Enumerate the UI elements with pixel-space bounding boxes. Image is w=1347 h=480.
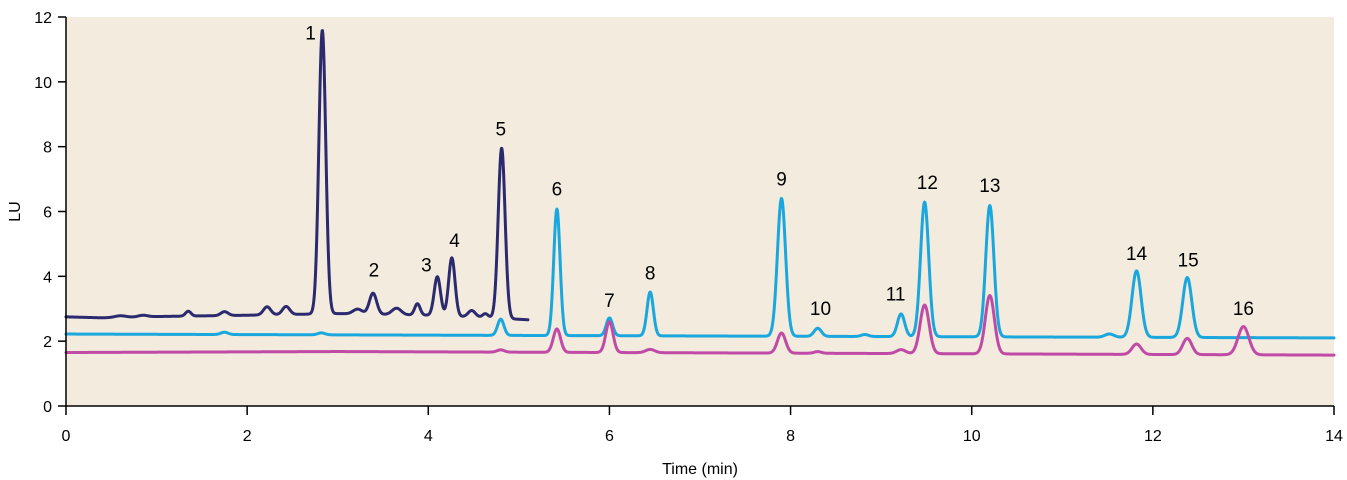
peak-label: 7 [604, 291, 615, 312]
trace-series-1 [64, 29, 530, 322]
peak-label: 10 [810, 299, 831, 320]
peak-label: 1 [305, 24, 316, 45]
trace-layer [64, 29, 1336, 357]
peak-label: 9 [776, 170, 787, 191]
y-tick-label: 2 [43, 334, 52, 351]
x-tick-label: 14 [1325, 428, 1343, 445]
trace-series-2 [64, 196, 1336, 340]
y-tick-label: 6 [43, 205, 52, 222]
peak-label: 15 [1178, 251, 1199, 272]
x-tick-label: 12 [1144, 428, 1162, 445]
y-tick-label: 12 [34, 10, 52, 27]
x-tick-label: 0 [62, 428, 71, 445]
peak-label: 3 [421, 255, 432, 276]
x-tick-label: 8 [786, 428, 795, 445]
y-axis-title: LU [7, 201, 24, 221]
x-tick-label: 6 [605, 428, 614, 445]
peak-label: 16 [1233, 299, 1254, 320]
y-tick-label: 0 [43, 399, 52, 416]
x-tick-label: 2 [243, 428, 252, 445]
trace-series-3 [64, 294, 1336, 357]
plot-area [66, 17, 1334, 406]
y-tick-label: 4 [43, 269, 52, 286]
peak-label: 12 [917, 173, 938, 194]
x-tick-label: 4 [424, 428, 433, 445]
peak-label: 4 [449, 231, 460, 252]
peak-label: 8 [645, 264, 656, 285]
peak-label: 11 [886, 285, 906, 306]
peak-label: 14 [1126, 244, 1148, 265]
y-tick-label: 8 [43, 140, 52, 157]
x-tick-label: 10 [963, 428, 981, 445]
x-axis-title: Time (min) [662, 461, 738, 478]
peak-label: 6 [552, 179, 563, 200]
peak-label: 5 [495, 119, 506, 140]
y-tick-label: 10 [34, 75, 52, 92]
peak-label: 13 [979, 176, 1000, 197]
peak-label: 2 [369, 260, 380, 281]
